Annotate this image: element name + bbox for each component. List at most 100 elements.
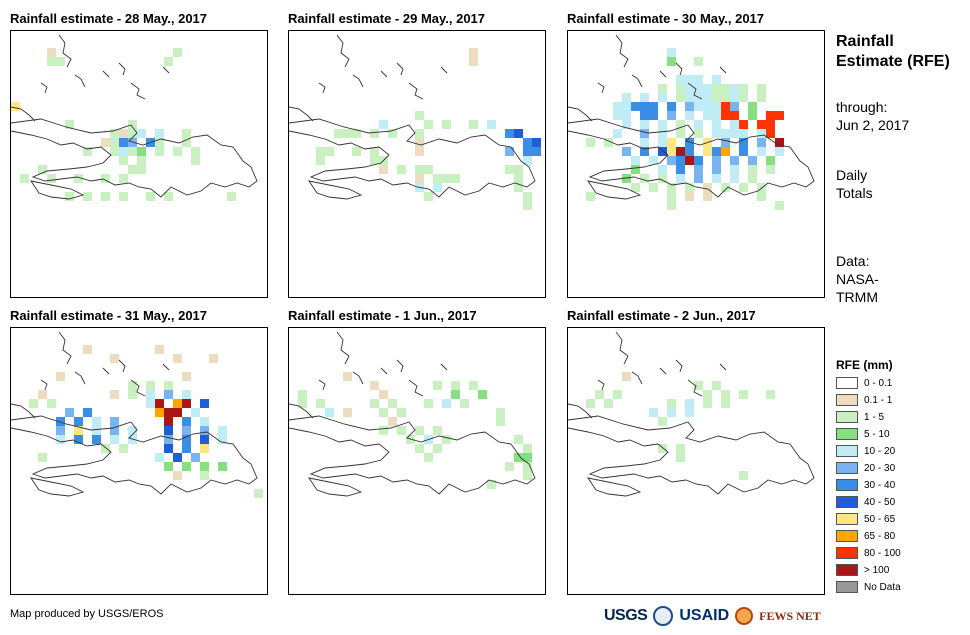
rainfall-cell [101,138,110,147]
rainfall-cell [748,165,757,174]
rainfall-cell [182,129,191,138]
rainfall-cell [47,174,56,183]
rainfall-cell [218,462,227,471]
rainfall-cell [83,408,92,417]
rainfall-cell [379,426,388,435]
rainfall-cell [218,426,227,435]
rainfall-cell [676,147,685,156]
rainfall-cell [676,93,685,102]
rainfall-cell [658,120,667,129]
coastline-path [568,106,593,122]
rainfall-cell [667,111,676,120]
rainfall-cell [712,165,721,174]
rainfall-cell [352,147,361,156]
rainfall-cell [182,462,191,471]
rainfall-cell [658,444,667,453]
legend-label: > 100 [864,564,890,576]
panel-title-31may: Rainfall estimate - 31 May., 2017 [10,308,208,323]
rainfall-cell [712,111,721,120]
coastline [289,331,536,497]
rainfall-cell [721,138,730,147]
coastline [11,34,258,200]
rainfall-cell [74,174,83,183]
through-date: Jun 2, 2017 [836,117,910,133]
coastline-path [440,66,448,74]
rainfall-cell [631,165,640,174]
rainfall-cell [739,138,748,147]
coastline-path [289,106,314,122]
rainfall-cell [694,129,703,138]
rainfall-cell [595,390,604,399]
rainfall-cell [110,129,119,138]
rainfall-cell [766,390,775,399]
rainfall-cell [649,408,658,417]
rainfall-cell [730,129,739,138]
rainfall-cell [667,399,676,408]
rainfall-cells [316,48,541,210]
legend-item: > 100 [836,562,889,578]
rainfall-cell [388,417,397,426]
rainfall-cell [604,138,613,147]
rainfall-cell [766,129,775,138]
rainfall-cell [110,147,119,156]
rainfall-cell [640,93,649,102]
rainfall-cell [442,174,451,183]
rainfall-cell [424,192,433,201]
rainfall-cell [137,165,146,174]
rainfall-cell [182,372,191,381]
rainfall-cell [505,462,514,471]
rainfall-cell [424,120,433,129]
rainfall-cell [415,111,424,120]
rainfall-cell [721,183,730,192]
rainfall-cell [730,174,739,183]
map-panel-2jun [567,327,825,595]
rainfall-cell [137,156,146,165]
rainfall-map-31may [11,331,263,498]
panel-title-29may: Rainfall estimate - 29 May., 2017 [288,11,486,26]
rainfall-cell [415,147,424,156]
rainfall-cell [667,156,676,165]
legend-label: 20 - 30 [864,462,896,474]
legend-swatch [836,564,858,576]
rainfall-cell [218,435,227,444]
rainfall-cell [703,102,712,111]
rainfall-cell [469,381,478,390]
usaid-logo: USAID [679,607,730,624]
coastline [568,331,815,497]
rainfall-cell [514,165,523,174]
rainfall-cell [712,129,721,138]
rainfall-cell [694,84,703,93]
rainfall-cell [775,111,784,120]
rainfall-cell [173,453,182,462]
legend-item: 5 - 10 [836,426,890,442]
rainfall-cell [586,192,595,201]
rainfall-cell [442,120,451,129]
rainfall-cell [613,390,622,399]
coastline-path [568,118,815,198]
rainfall-cell [164,408,173,417]
rainfall-cell [164,444,173,453]
rainfall-cell [667,201,676,210]
rainfall-cell [415,138,424,147]
rainfall-cell [523,462,532,471]
rainfall-cell [397,408,406,417]
rainfall-cell [38,165,47,174]
rainfall-cell [487,120,496,129]
rainfall-cell [685,399,694,408]
legend-label: 80 - 100 [864,547,901,559]
coastline-path [11,106,36,122]
rainfall-cell [83,147,92,156]
coastline-path [587,180,642,200]
rainfall-cell [38,390,47,399]
rainfall-cell [757,192,766,201]
rainfall-cell [110,435,119,444]
rainfall-cell [379,120,388,129]
rainfall-cell [640,147,649,156]
rainfall-cell [685,408,694,417]
rainfall-cell [397,165,406,174]
coastline-path [597,379,605,391]
legend-swatch [836,581,858,593]
fews-net-logo: FEWS NET [759,608,821,623]
rainfall-cell [622,372,631,381]
rainfall-cell [182,390,191,399]
